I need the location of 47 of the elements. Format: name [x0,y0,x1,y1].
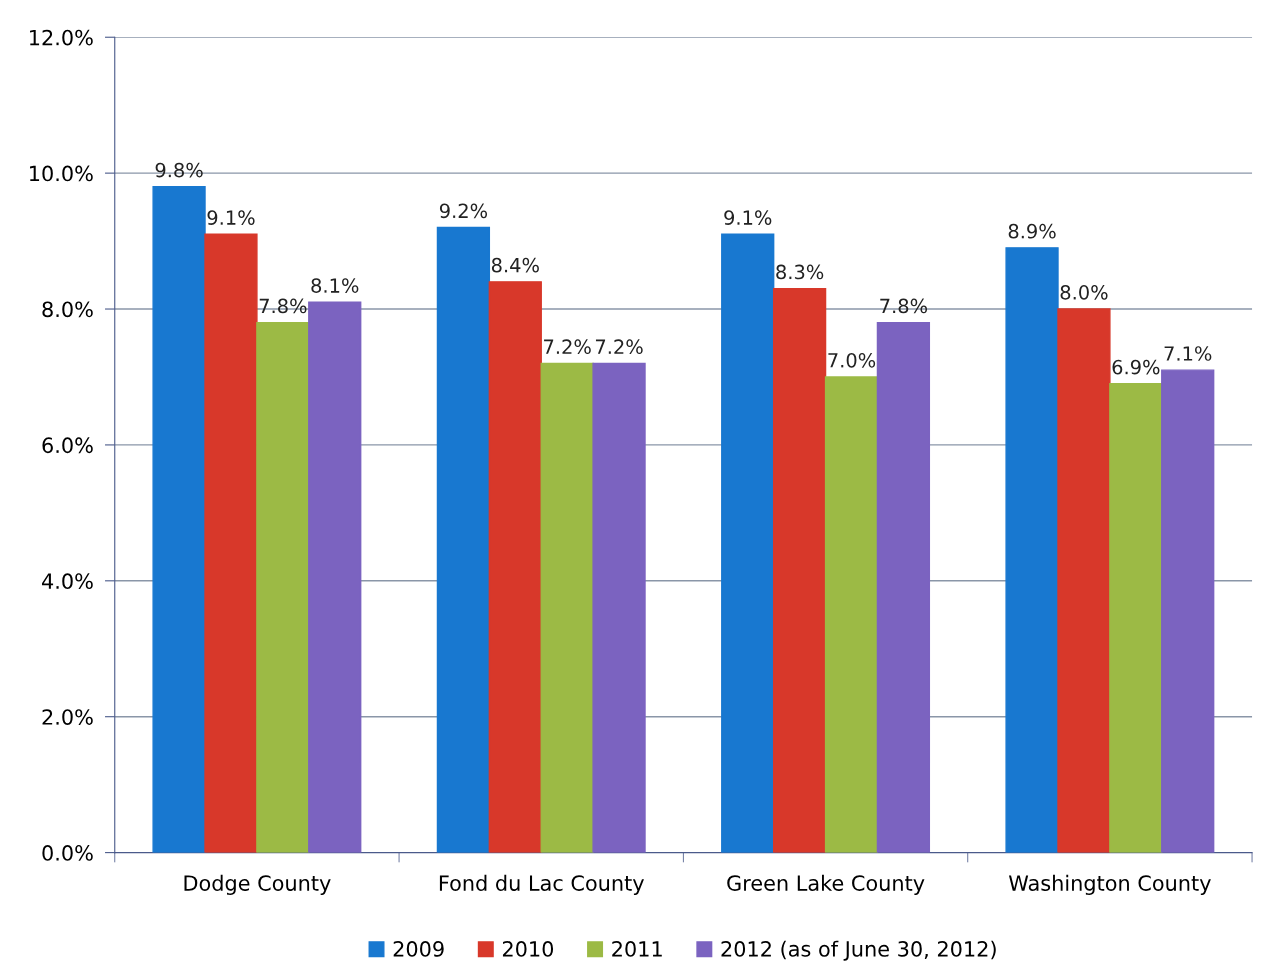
x-tick-label: Fond du Lac County [439,874,644,895]
y-tick-label: 0.0% [42,845,93,861]
x-tick-label: Washington County [1008,874,1211,895]
legend-label: 2009 [393,941,444,957]
y-tick-label: 8.0% [42,301,93,318]
bar [772,287,827,853]
bar [488,281,542,853]
bar [256,321,310,853]
bar [1109,383,1163,853]
data-label: 7.2% [595,339,643,355]
data-label: 6.9% [1112,359,1160,375]
data-label: 8.0% [1060,285,1108,300]
y-tick-label: 10.0% [30,165,93,182]
data-label: 7.8% [259,298,307,314]
data-label: 7.2% [544,339,591,355]
y-tick-label: 12.0% [30,29,93,46]
data-label: 7.8% [880,298,928,314]
data-label: 9.2% [439,203,488,219]
bar [436,226,491,853]
data-label: 7.1% [1164,346,1212,361]
bar [204,233,258,853]
data-label: 8.1% [311,278,359,293]
bar [721,233,775,853]
y-tick-label: 2.0% [42,709,93,725]
data-label: 9.8% [155,162,203,178]
data-label: 9.1% [724,210,772,225]
bar [1057,308,1111,853]
bar [308,301,362,853]
data-label: 9.1% [207,210,255,225]
x-tick-label: Green Lake County [727,874,925,895]
data-label: 8.9% [1008,223,1056,239]
bar [1161,369,1215,853]
bar [1005,247,1059,853]
y-tick-label: 6.0% [42,437,93,454]
bar [152,186,206,853]
bar [592,362,646,853]
y-tick-label: 4.0% [42,573,93,590]
legend-label: 2012 (as of June 30, 2012) [721,940,996,961]
x-tick-label: Dodge County [184,874,331,895]
legend-label: 2010 [502,941,554,957]
data-label: 8.3% [776,264,824,280]
bar [824,376,879,853]
data-label: 8.4% [491,257,539,273]
bar [876,321,931,853]
data-label: 7.0% [828,352,876,368]
bar [540,362,594,853]
legend-label: 2011 [612,941,662,957]
